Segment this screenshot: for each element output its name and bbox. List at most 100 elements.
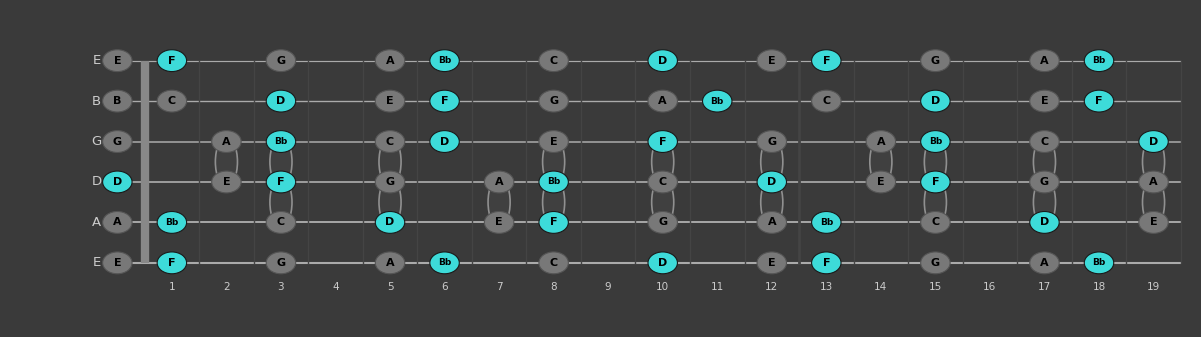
Circle shape <box>921 212 950 233</box>
Ellipse shape <box>760 177 783 227</box>
Text: 10: 10 <box>656 282 669 292</box>
Text: D: D <box>658 56 668 66</box>
Circle shape <box>539 90 568 112</box>
Text: D: D <box>1040 217 1050 227</box>
Text: D: D <box>276 96 286 106</box>
Circle shape <box>102 252 132 274</box>
Circle shape <box>102 212 132 233</box>
Ellipse shape <box>215 136 238 187</box>
Circle shape <box>921 90 950 112</box>
Circle shape <box>484 171 514 193</box>
Text: G: G <box>931 258 940 268</box>
Circle shape <box>211 171 241 193</box>
Text: 13: 13 <box>820 282 833 292</box>
Text: Bb: Bb <box>166 218 179 227</box>
Text: 16: 16 <box>984 282 997 292</box>
Text: F: F <box>1095 96 1103 106</box>
Text: Bb: Bb <box>546 178 560 186</box>
Circle shape <box>757 131 787 152</box>
Text: C: C <box>550 258 557 268</box>
Circle shape <box>430 252 459 274</box>
Text: 19: 19 <box>1147 282 1160 292</box>
Text: C: C <box>550 56 557 66</box>
Text: E: E <box>1149 217 1158 227</box>
Circle shape <box>102 90 132 112</box>
Text: 15: 15 <box>928 282 942 292</box>
Text: 2: 2 <box>223 282 229 292</box>
Text: C: C <box>277 217 285 227</box>
Circle shape <box>375 131 405 152</box>
Text: G: G <box>276 258 286 268</box>
Circle shape <box>757 252 787 274</box>
Text: Bb: Bb <box>928 137 942 146</box>
Circle shape <box>1085 252 1113 274</box>
Text: E: E <box>495 217 503 227</box>
Circle shape <box>1085 90 1113 112</box>
Text: A: A <box>1040 258 1048 268</box>
Text: 7: 7 <box>496 282 502 292</box>
Circle shape <box>812 212 841 233</box>
Circle shape <box>267 171 295 193</box>
Text: F: F <box>823 258 830 268</box>
Ellipse shape <box>488 177 510 227</box>
Text: G: G <box>276 56 286 66</box>
Circle shape <box>812 50 841 71</box>
Text: E: E <box>877 177 885 187</box>
Circle shape <box>921 252 950 274</box>
Text: A: A <box>767 217 776 227</box>
Text: G: G <box>931 56 940 66</box>
Text: E: E <box>92 54 101 67</box>
Text: Bb: Bb <box>1093 258 1106 267</box>
Circle shape <box>866 131 896 152</box>
Text: C: C <box>931 217 939 227</box>
Text: 8: 8 <box>550 282 557 292</box>
Text: E: E <box>1040 96 1048 106</box>
Text: A: A <box>1149 177 1158 187</box>
Text: E: E <box>92 256 101 269</box>
Text: A: A <box>386 56 394 66</box>
Text: G: G <box>91 135 102 148</box>
Text: G: G <box>1040 177 1048 187</box>
Text: D: D <box>440 136 449 147</box>
Circle shape <box>157 50 186 71</box>
Text: F: F <box>932 177 939 187</box>
Text: A: A <box>658 96 667 106</box>
Text: C: C <box>168 96 175 106</box>
Circle shape <box>649 212 677 233</box>
Circle shape <box>157 212 186 233</box>
Circle shape <box>1085 50 1113 71</box>
Circle shape <box>539 252 568 274</box>
Circle shape <box>157 90 186 112</box>
Text: 4: 4 <box>333 282 339 292</box>
Circle shape <box>375 50 405 71</box>
Text: 1: 1 <box>168 282 175 292</box>
Text: D: D <box>658 258 668 268</box>
Ellipse shape <box>270 136 292 187</box>
Ellipse shape <box>380 136 401 187</box>
Text: Bb: Bb <box>711 97 724 105</box>
Text: C: C <box>658 177 667 187</box>
Circle shape <box>267 50 295 71</box>
Circle shape <box>812 252 841 274</box>
Circle shape <box>430 50 459 71</box>
Ellipse shape <box>270 177 292 227</box>
Text: Bb: Bb <box>1093 56 1106 65</box>
Text: 14: 14 <box>874 282 888 292</box>
Text: A: A <box>92 216 101 229</box>
Circle shape <box>1029 50 1059 71</box>
Text: E: E <box>767 56 776 66</box>
Text: C: C <box>823 96 830 106</box>
Ellipse shape <box>543 136 564 187</box>
Text: E: E <box>550 136 557 147</box>
Text: 18: 18 <box>1093 282 1106 292</box>
Ellipse shape <box>652 177 674 227</box>
Ellipse shape <box>1142 177 1165 227</box>
Circle shape <box>267 252 295 274</box>
Text: E: E <box>114 258 121 268</box>
Text: G: G <box>767 136 776 147</box>
Text: F: F <box>550 217 557 227</box>
Circle shape <box>539 171 568 193</box>
Text: Bb: Bb <box>274 137 287 146</box>
Text: F: F <box>659 136 667 147</box>
Text: 11: 11 <box>711 282 724 292</box>
